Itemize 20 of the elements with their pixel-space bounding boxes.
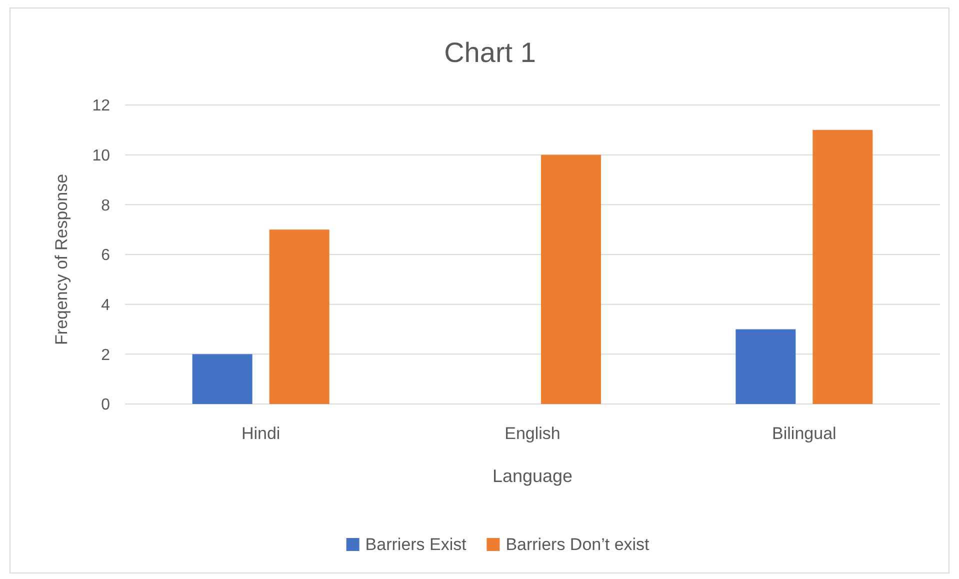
y-tick-label: 4 (101, 296, 110, 314)
x-tick-label: English (504, 424, 560, 443)
legend-label: Barriers Exist (365, 535, 467, 554)
y-axis-title: Freqency of Response (52, 174, 71, 346)
legend-label: Barriers Don’t exist (506, 535, 650, 554)
bar (736, 329, 796, 404)
bar (541, 154, 601, 404)
y-tick-label: 8 (101, 197, 110, 214)
y-tick-label: 10 (92, 147, 110, 164)
x-tick-label: Bilingual (772, 424, 836, 443)
y-tick-label: 0 (101, 396, 110, 414)
bar (192, 354, 252, 404)
y-tick-label: 6 (101, 247, 110, 264)
y-tick-label: 2 (101, 346, 110, 364)
x-axis-title: Language (492, 466, 573, 486)
bar (812, 130, 873, 404)
chart-title: Chart 1 (444, 37, 536, 68)
x-tick-label: Hindi (241, 424, 280, 443)
y-tick-label: 12 (92, 98, 110, 115)
bar (269, 230, 330, 404)
